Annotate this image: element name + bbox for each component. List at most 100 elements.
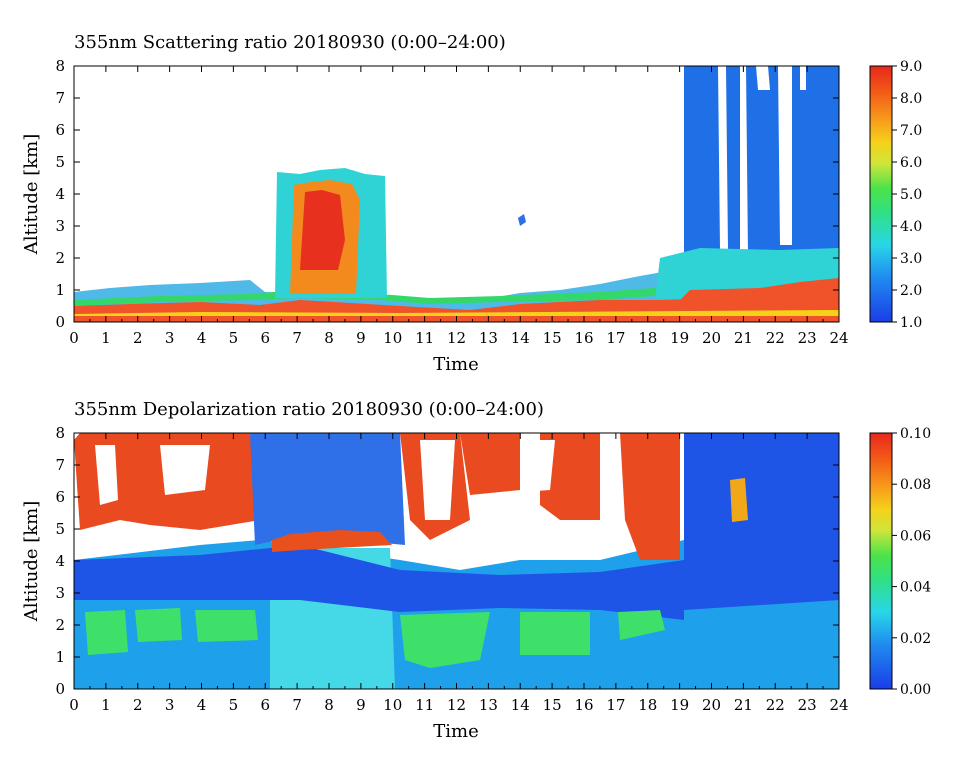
x-tick-label: 12 (447, 696, 466, 714)
x-tick-label: 3 (165, 696, 175, 714)
x-tick-label: 1 (101, 696, 111, 714)
x-tick-label: 12 (447, 329, 466, 347)
y-tick-label: 1 (55, 648, 65, 666)
y-tick-label: 7 (55, 456, 65, 474)
colorbar-tick-label: 9.0 (900, 59, 922, 75)
x-tick-label: 14 (511, 329, 530, 347)
x-tick-label: 15 (543, 696, 562, 714)
x-tick-label: 2 (133, 696, 143, 714)
x-tick-label: 24 (829, 696, 848, 714)
y-tick-label: 5 (55, 520, 65, 538)
x-tick-label: 19 (670, 696, 689, 714)
colorbar-tick-label: 0.02 (900, 631, 931, 647)
x-tick-label: 23 (798, 696, 817, 714)
x-tick-label: 11 (415, 329, 434, 347)
data-field-thin-feature (518, 214, 526, 226)
x-axis-label: Time (433, 354, 478, 375)
y-tick-label: 5 (55, 153, 65, 171)
x-tick-label: 2 (133, 329, 143, 347)
colorbar-ticks: 1.0 2.0 3.0 4.0 5.0 6.0 7.0 8.0 9.0 (892, 59, 922, 331)
x-tick-label: 6 (260, 696, 270, 714)
data-field-upper-mid (250, 433, 405, 545)
colorbar-tick-label: 0.00 (900, 682, 931, 698)
data-field-surface-yellow (74, 310, 839, 316)
x-tick-label: 20 (702, 329, 721, 347)
x-tick-label: 10 (383, 329, 402, 347)
y-tick-label: 1 (55, 281, 65, 299)
x-tick-label: 4 (197, 329, 207, 347)
x-tick-label: 9 (356, 696, 366, 714)
y-tick-label: 7 (55, 89, 65, 107)
y-tick-label: 0 (55, 313, 65, 331)
data-field-midlevel-red (300, 190, 345, 270)
scattering-ratio-panel: 355nm Scattering ratio 20180930 (0:00–24… (21, 32, 922, 375)
x-tick-label: 4 (197, 696, 207, 714)
x-tick-label: 9 (356, 329, 366, 347)
x-tick-label: 6 (260, 329, 270, 347)
data-field-high-cloud (684, 66, 839, 270)
data-field-right-feature (730, 478, 748, 522)
x-tick-label: 7 (292, 696, 302, 714)
x-tick-label: 3 (165, 329, 175, 347)
x-tick-label: 13 (479, 329, 498, 347)
chart-title: 355nm Depolarization ratio 20180930 (0:0… (74, 399, 544, 420)
x-tick-label: 1 (101, 329, 111, 347)
x-tick-label: 10 (383, 696, 402, 714)
x-tick-label: 13 (479, 696, 498, 714)
x-tick-label: 21 (734, 696, 753, 714)
colorbar-gradient (869, 432, 893, 690)
x-tick-label: 21 (734, 329, 753, 347)
colorbar-tick-label: 2.0 (900, 283, 922, 299)
data-field-high-lower-red (680, 278, 839, 305)
colorbar-tick-label: 0.06 (900, 528, 931, 544)
colorbar-tick-label: 5.0 (900, 187, 922, 203)
x-tick-label: 7 (292, 329, 302, 347)
x-tick-label: 8 (324, 329, 334, 347)
y-tick-label: 8 (55, 424, 65, 442)
x-tick-label: 24 (829, 329, 848, 347)
colorbar: 1.0 2.0 3.0 4.0 5.0 6.0 7.0 8.0 9.0 (869, 59, 922, 331)
colorbar-tick-label: 1.0 (900, 315, 922, 331)
colorbar-tick-label: 3.0 (900, 251, 922, 267)
colorbar: 0.00 0.02 0.04 0.06 0.08 0.10 (869, 426, 931, 698)
x-tick-label: 18 (638, 329, 657, 347)
y-tick-label: 4 (55, 552, 65, 570)
y-tick-label: 6 (55, 121, 65, 139)
plot-area (73, 65, 840, 323)
data-field-green-2 (400, 610, 665, 668)
colorbar-ticks: 0.00 0.02 0.04 0.06 0.08 0.10 (892, 426, 931, 698)
colorbar-tick-label: 7.0 (900, 123, 922, 139)
y-tick-label: 6 (55, 488, 65, 506)
y-tick-label: 3 (55, 217, 65, 235)
colorbar-tick-label: 0.10 (900, 426, 931, 442)
y-tick-label: 2 (55, 249, 65, 267)
colorbar-tick-label: 6.0 (900, 155, 922, 171)
colorbar-tick-label: 4.0 (900, 219, 922, 235)
x-tick-label: 14 (511, 696, 530, 714)
x-tick-label: 0 (69, 329, 79, 347)
x-tick-label: 23 (798, 329, 817, 347)
axes: 0 1 2 3 4 5 6 7 8 9 10 11 12 13 14 15 16 17 18 19 20 21 22 23 24… (55, 424, 848, 714)
y-tick-label: 0 (55, 680, 65, 698)
x-axis-label: Time (433, 721, 478, 742)
x-tick-label: 16 (574, 696, 593, 714)
data-field-mid-ribbon (272, 530, 392, 552)
y-tick-label: 4 (55, 185, 65, 203)
data-field-lower-band (74, 545, 684, 620)
y-tick-label: 8 (55, 57, 65, 75)
x-tick-label: 17 (606, 329, 625, 347)
y-axis-label: Altitude [km] (21, 134, 42, 256)
x-tick-label: 22 (766, 696, 785, 714)
data-field-white-gaps (95, 440, 555, 520)
x-tick-label: 18 (638, 696, 657, 714)
x-tick-label: 11 (415, 696, 434, 714)
colorbar-tick-label: 0.04 (900, 580, 931, 596)
chart-title: 355nm Scattering ratio 20180930 (0:00–24… (74, 32, 506, 53)
x-tick-label: 5 (229, 696, 239, 714)
data-field-upper-red (74, 433, 680, 560)
x-tick-label: 8 (324, 696, 334, 714)
y-tick-label: 3 (55, 584, 65, 602)
data-field-high-cloud-gap (718, 66, 806, 255)
data-field-green-1 (85, 608, 258, 655)
